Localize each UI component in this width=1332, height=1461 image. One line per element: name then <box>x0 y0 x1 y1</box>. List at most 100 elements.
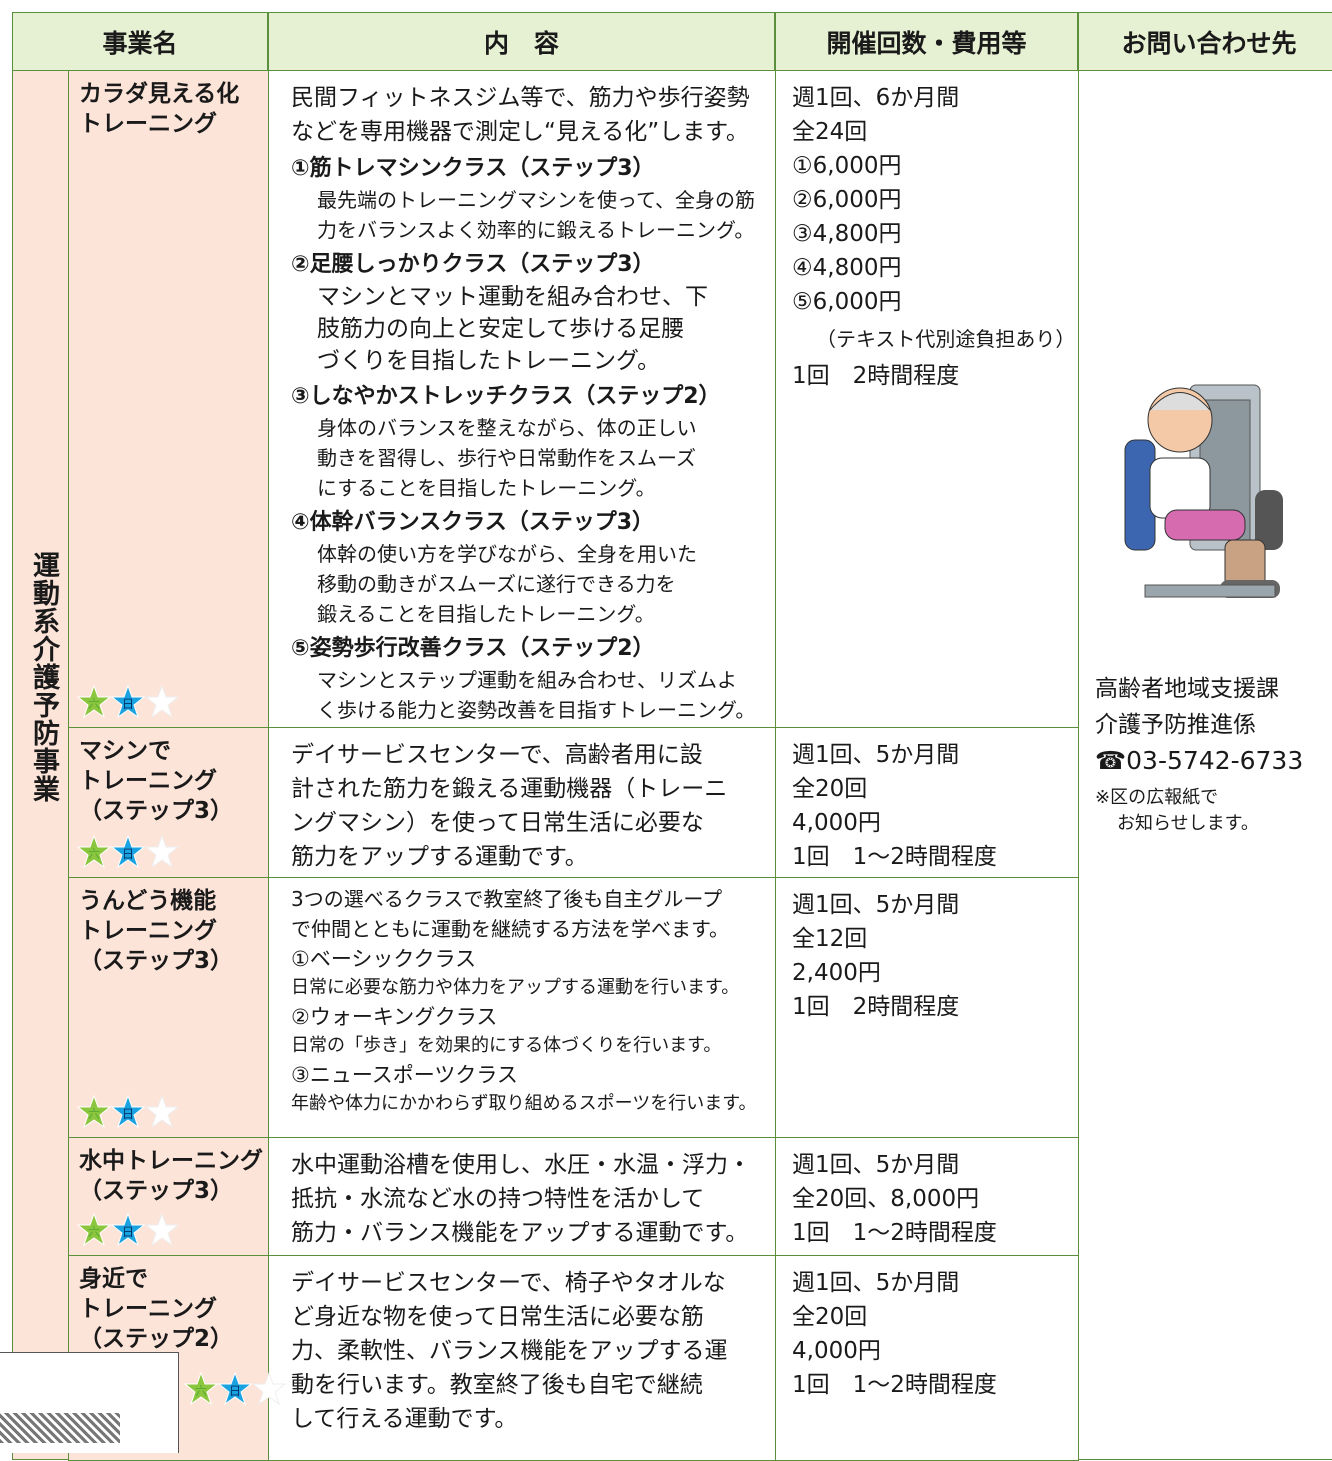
star <box>77 835 111 869</box>
content-line: 計された筋力を鍛える運動機器（トレーニ <box>291 776 728 802</box>
cost-line: 週1回、5か月間 <box>792 742 960 768</box>
name-line: トレーニング <box>79 918 217 944</box>
name-line: 身近で <box>79 1266 148 1292</box>
item-title: ④体幹バランスクラス（ステップ3） <box>291 510 655 535</box>
star <box>252 1372 286 1406</box>
cost-line: ①6,000円 <box>792 153 902 179</box>
item-line: 身体のバランスを整えながら、体の正しい <box>317 416 697 440</box>
star-badge: 日 <box>111 1213 145 1247</box>
star <box>111 835 145 869</box>
item-title: ①筋トレマシンクラス（ステップ3） <box>291 156 655 181</box>
badge-label: 六 <box>88 1107 100 1121</box>
contact-note: ※区の広報紙で <box>1095 787 1219 808</box>
item-line: づくりを目指したトレーニング。 <box>317 348 661 374</box>
item-line: マシンとステップ運動を組み合わせ、リズムよ <box>317 668 737 692</box>
name-line: 水中トレーニング <box>79 1148 263 1174</box>
content-line: ングマシン）を使って日常生活に必要な <box>291 810 704 836</box>
content-line: 水中運動浴槽を使用し、水圧・水温・浮力・ <box>291 1152 751 1178</box>
star-badge <box>145 835 179 869</box>
content-line: ど身近な物を使って日常生活に必要な筋 <box>291 1304 704 1330</box>
cost-line: 2,400円 <box>792 960 881 986</box>
badge-label: 日 <box>122 1107 134 1121</box>
cost-line: 週1回、5か月間 <box>792 892 960 918</box>
star-badge: 日 <box>111 1095 145 1129</box>
star <box>111 1213 145 1247</box>
cost-cell: 週1回、5か月間 全20回、8,000円 1回 1〜2時間程度 <box>775 1137 1079 1256</box>
item-title: ③しなやかストレッチクラス（ステップ2） <box>291 384 721 409</box>
badge-label: 六 <box>88 697 100 711</box>
cost-line: 週1回、5か月間 <box>792 1270 960 1296</box>
cost-cell: 週1回、6か月間 全24回 ①6,000円 ②6,000円 ③4,800円 ④4,800円… <box>775 70 1079 728</box>
item-line: 移動の動きがスムーズに遂行できる力を <box>317 572 676 596</box>
name-cell: うんどう機能 トレーニング （ステップ3） 六 日 <box>68 877 269 1138</box>
cost-line: 1回 2時間程度 <box>792 363 960 389</box>
item-line: 日常に必要な筋力や体力をアップする運動を行います。 <box>291 977 740 998</box>
cost-line: 4,000円 <box>792 810 881 836</box>
header-cell: お問い合わせ先 <box>1078 12 1332 71</box>
item-line: 鍛えることを目指したトレーニング。 <box>317 602 655 626</box>
item-title: ⑤姿勢歩行改善クラス（ステップ2） <box>291 636 655 661</box>
contact-note: お知らせします。 <box>1117 813 1259 834</box>
star-badge <box>145 1095 179 1129</box>
star <box>111 685 145 719</box>
cost-cell: 週1回、5か月間 全20回 4,000円 1回 1〜2時間程度 <box>775 1255 1079 1461</box>
cost-line: 全20回 <box>792 1304 868 1330</box>
star <box>77 1213 111 1247</box>
content-line: 民間フィットネスジム等で、筋力や歩行姿勢 <box>291 85 750 111</box>
content-cell: 3つの選べるクラスで教室終了後も自主グループ で仲間とともに運動を継続する方法を学… <box>268 877 776 1138</box>
cost-cell: 週1回、5か月間 全12回 2,400円 1回 2時間程度 <box>775 877 1079 1138</box>
badge-label: 日 <box>122 697 134 711</box>
star <box>145 835 179 869</box>
overlay-box <box>0 1352 179 1453</box>
star <box>145 685 179 719</box>
content-line: 筋力・バランス機能をアップする運動です。 <box>291 1220 749 1246</box>
item-title: ①ベーシッククラス <box>291 947 477 971</box>
badge-label: 日 <box>229 1384 241 1398</box>
star-badge <box>252 1372 286 1406</box>
item-line: にすることを目指したトレーニング。 <box>317 476 656 500</box>
star-badge: 日 <box>111 685 145 719</box>
content-line: 力、柔軟性、バランス機能をアップする運 <box>291 1338 728 1364</box>
item-line: 力をバランスよく効率的に鍛えるトレーニング。 <box>317 218 755 242</box>
star-badge: 日 <box>111 835 145 869</box>
content-line: 3つの選べるクラスで教室終了後も自主グループ <box>291 887 723 911</box>
cost-line: 4,000円 <box>792 1338 881 1364</box>
item-line: 日常の「歩き」を効果的にする体づくりを行います。 <box>291 1035 722 1056</box>
content-line: などを専用機器で測定し“見える化”します。 <box>291 119 749 145</box>
cost-line: 週1回、6か月間 <box>792 85 960 111</box>
header-cell: 開催回数・費用等 <box>775 12 1078 71</box>
content-line: デイサービスセンターで、椅子やタオルな <box>291 1270 726 1296</box>
content-line: で仲間とともに運動を継続する方法を学べます。 <box>291 917 729 941</box>
content-cell: デイサービスセンターで、椅子やタオルな ど身近な物を使って日常生活に必要な筋 力、柔… <box>268 1255 776 1461</box>
content-line: 動を行います。教室終了後も自宅で継続 <box>291 1372 703 1398</box>
name-cell: マシンで トレーニング （ステップ3） 六 日 <box>68 727 269 878</box>
cost-line: 1回 1〜2時間程度 <box>792 1372 997 1398</box>
star <box>111 1095 145 1129</box>
name-line: うんどう機能 <box>79 888 217 914</box>
name-line: トレーニング <box>79 111 217 137</box>
content-line: デイサービスセンターで、高齢者用に設 <box>291 742 703 768</box>
cost-line: ④4,800円 <box>792 255 902 281</box>
star-badge: 日 <box>218 1372 252 1406</box>
header-cell: 事業名 <box>12 12 268 71</box>
star-badge <box>145 685 179 719</box>
content-cell: 民間フィットネスジム等で、筋力や歩行姿勢 などを専用機器で測定し“見える化”します… <box>268 70 776 728</box>
category-label: 運動系介護予防事業 <box>28 551 59 803</box>
item-title: ②足腰しっかりクラス（ステップ3） <box>291 252 655 277</box>
star <box>77 685 111 719</box>
badge-label: 六 <box>195 1384 207 1398</box>
cost-cell: 週1回、5か月間 全20回 4,000円 1回 1〜2時間程度 <box>775 727 1079 878</box>
star-badge <box>145 1213 179 1247</box>
content-cell: 水中運動浴槽を使用し、水圧・水温・浮力・ 抵抗・水流など水の持つ特性を活かして 筋力… <box>268 1137 776 1256</box>
badge-label: 日 <box>122 1225 134 1239</box>
name-line: （ステップ2） <box>79 1326 234 1352</box>
star <box>218 1372 252 1406</box>
cost-line: 1回 2時間程度 <box>792 994 960 1020</box>
illustration <box>1124 384 1283 598</box>
star <box>77 1095 111 1129</box>
name-cell: 水中トレーニング （ステップ3） 六 日 <box>68 1137 269 1256</box>
badge-label: 六 <box>88 847 100 861</box>
star <box>145 1095 179 1129</box>
item-title: ③ニュースポーツクラス <box>291 1063 518 1087</box>
